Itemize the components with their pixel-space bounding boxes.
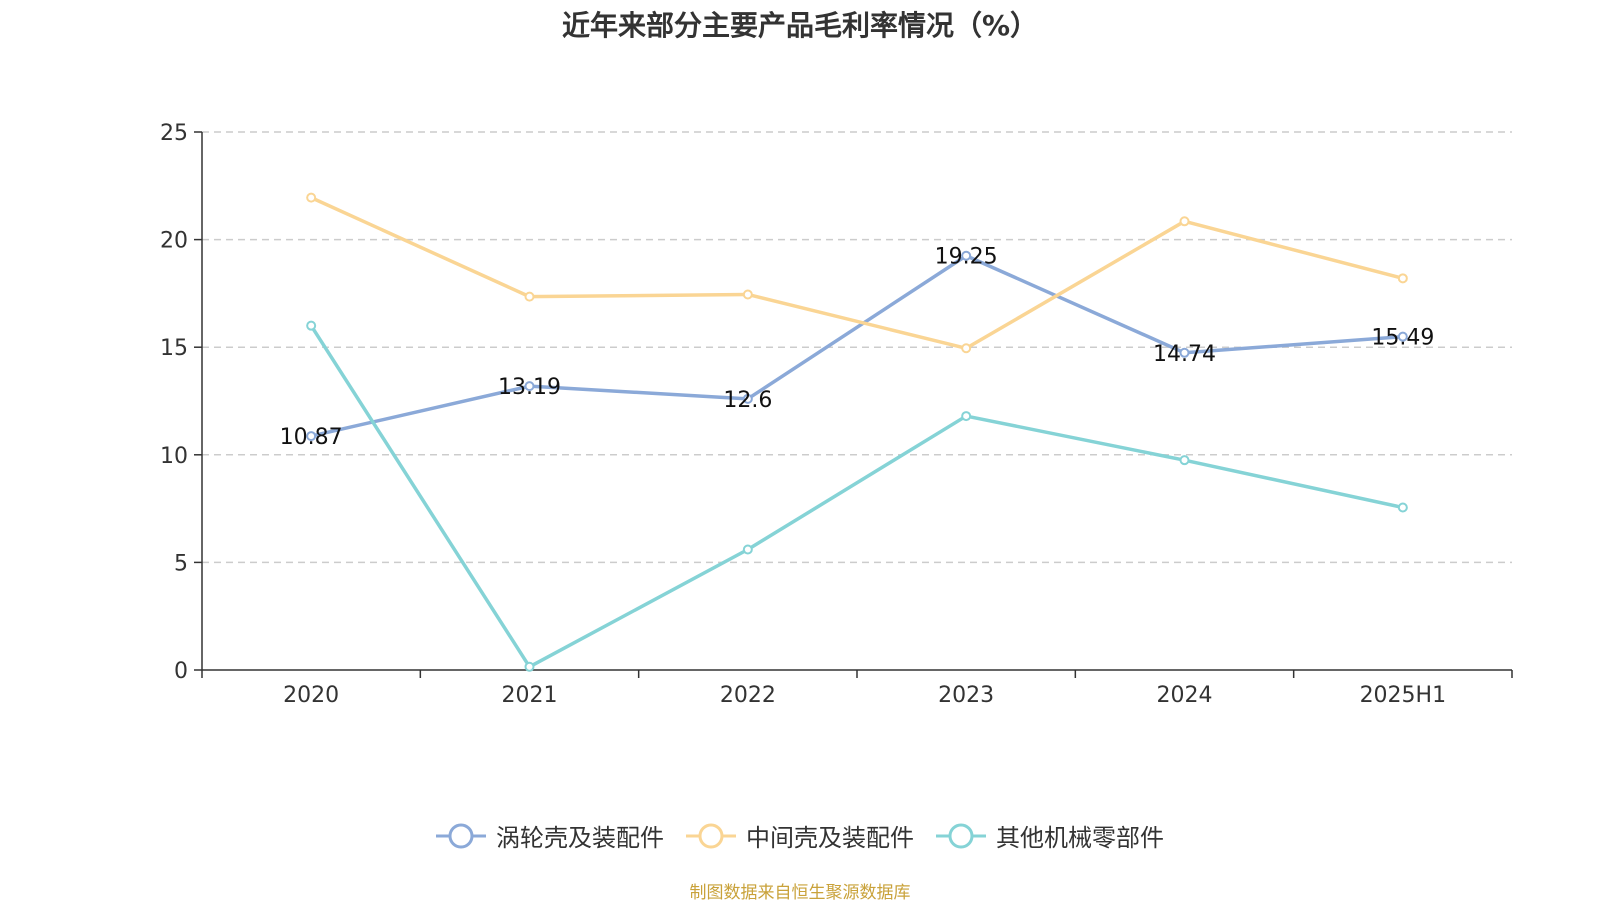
data-point [742, 289, 753, 300]
chart-title: 近年来部分主要产品毛利率情况（%） [561, 9, 1039, 42]
data-point [1397, 273, 1408, 284]
data-label: 12.6 [723, 388, 772, 413]
legend-label: 中间壳及装配件 [746, 824, 914, 852]
y-tick-label: 20 [160, 229, 188, 254]
data-point [961, 411, 972, 422]
data-point [524, 661, 535, 672]
data-label: 15.49 [1371, 326, 1434, 351]
data-label: 13.19 [498, 375, 561, 400]
chart-legend: 涡轮壳及装配件 中间壳及装配件 其他机械零部件 [0, 818, 1600, 853]
data-point [306, 320, 317, 331]
data-point [961, 343, 972, 354]
legend-label: 涡轮壳及装配件 [496, 824, 664, 852]
series-line-1 [310, 253, 1403, 438]
data-label: 19.25 [935, 245, 998, 270]
x-tick-label: 2022 [720, 683, 776, 708]
data-point [1179, 347, 1190, 358]
x-tick-label: 2021 [502, 683, 558, 708]
data-label: 14.74 [1153, 342, 1216, 367]
y-tick-label: 10 [160, 444, 188, 469]
data-point [306, 431, 317, 442]
x-tick-label: 2020 [283, 683, 339, 708]
data-point [1397, 502, 1408, 513]
legend-label: 其他机械零部件 [996, 824, 1164, 852]
y-tick-label: 15 [160, 336, 188, 361]
data-label: 10.87 [280, 425, 343, 450]
data-point [1397, 331, 1408, 342]
data-point [1179, 216, 1190, 227]
legend-item-center-housing[interactable]: 中间壳及装配件 [686, 818, 914, 853]
x-tick-label: 2024 [1157, 683, 1213, 708]
y-tick-label: 0 [174, 659, 188, 684]
legend-line-circle-icon [436, 823, 486, 848]
legend-line-circle-icon [936, 823, 986, 848]
y-tick-label: 5 [174, 551, 188, 576]
data-point [524, 381, 535, 392]
x-tick-label: 2025H1 [1360, 683, 1447, 708]
data-source-note: 制图数据来自恒生聚源数据库 [689, 883, 911, 903]
data-point [1179, 455, 1190, 466]
data-point [742, 544, 753, 555]
series-line-3 [309, 324, 1404, 669]
data-point [524, 291, 535, 302]
x-tick-label: 2023 [938, 683, 994, 708]
series-line-2 [310, 196, 1404, 351]
legend-item-other-parts[interactable]: 其他机械零部件 [936, 818, 1164, 853]
legend-line-circle-icon [686, 823, 736, 848]
data-point [961, 250, 972, 261]
y-tick-label: 25 [160, 121, 188, 146]
legend-item-turbine-housing[interactable]: 涡轮壳及装配件 [436, 818, 664, 853]
data-point [742, 393, 753, 404]
data-point [306, 192, 317, 203]
